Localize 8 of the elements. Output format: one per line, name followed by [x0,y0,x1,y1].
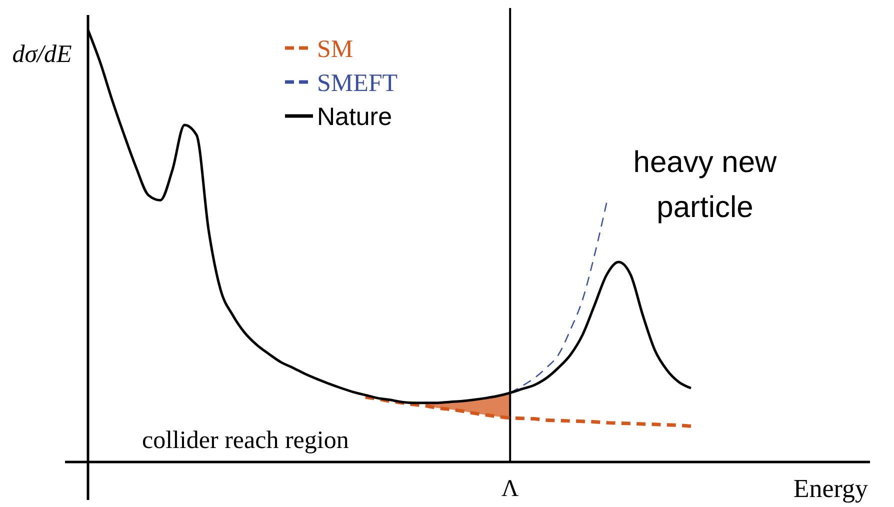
x-axis-title: Energy [793,474,868,503]
legend-label: SMEFT [317,70,398,97]
text: Λ [501,476,520,502]
legend-label: SM [317,36,354,63]
legend-label: Nature [317,103,392,131]
annotation: collider reach region [142,427,350,454]
annotation: heavy new particle [633,146,778,224]
y-axis-title: dσ/dE [12,41,72,68]
